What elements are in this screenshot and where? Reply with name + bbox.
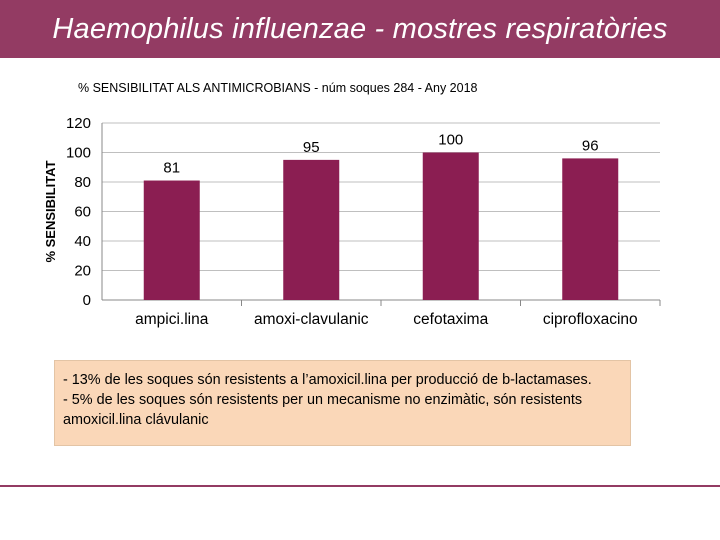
x-tick-label: ciprofloxacino xyxy=(543,311,638,328)
y-axis-label: % SENSIBILITAT xyxy=(43,160,58,262)
y-tick-label: 80 xyxy=(74,174,91,191)
title-bar: Haemophilus influenzae - mostres respira… xyxy=(0,0,720,58)
bottom-divider xyxy=(0,485,720,487)
chart-title: % SENSIBILITAT ALS ANTIMICROBIANS - núm … xyxy=(78,81,478,95)
y-tick-label: 100 xyxy=(66,145,91,162)
bar-chart: 0 20 40 60 80 100 120 % SENSIBILITAT 81 ampici.li… xyxy=(43,115,661,328)
data-label: 95 xyxy=(303,139,320,156)
x-tick-label: cefotaxima xyxy=(413,311,488,328)
y-tick-label: 40 xyxy=(74,233,91,250)
y-tick-label: 20 xyxy=(74,263,91,280)
data-label: 81 xyxy=(163,160,180,177)
x-tick-label: ampici.lina xyxy=(135,311,209,328)
bar-amoxi-clavulanic xyxy=(283,159,340,300)
data-label: 96 xyxy=(582,137,599,154)
data-label: 100 xyxy=(438,132,463,149)
page-title: Haemophilus influenzae - mostres respira… xyxy=(52,12,668,45)
note-line-2: - 5% de les soques són resistents per un… xyxy=(63,392,583,428)
bar-cefotaxima xyxy=(422,152,479,300)
x-tick-label: amoxi-clavulanic xyxy=(254,311,369,328)
note-box: - 13% de les soques són resistents a l’a… xyxy=(54,360,631,446)
y-tick-label: 60 xyxy=(74,204,91,221)
y-tick-label: 120 xyxy=(66,115,91,132)
bar-ciprofloxacino xyxy=(562,158,619,300)
bar-ampici.lina xyxy=(143,180,200,300)
y-tick-label: 0 xyxy=(83,292,91,309)
note-line-1: - 13% de les soques són resistents a l’a… xyxy=(63,372,592,388)
